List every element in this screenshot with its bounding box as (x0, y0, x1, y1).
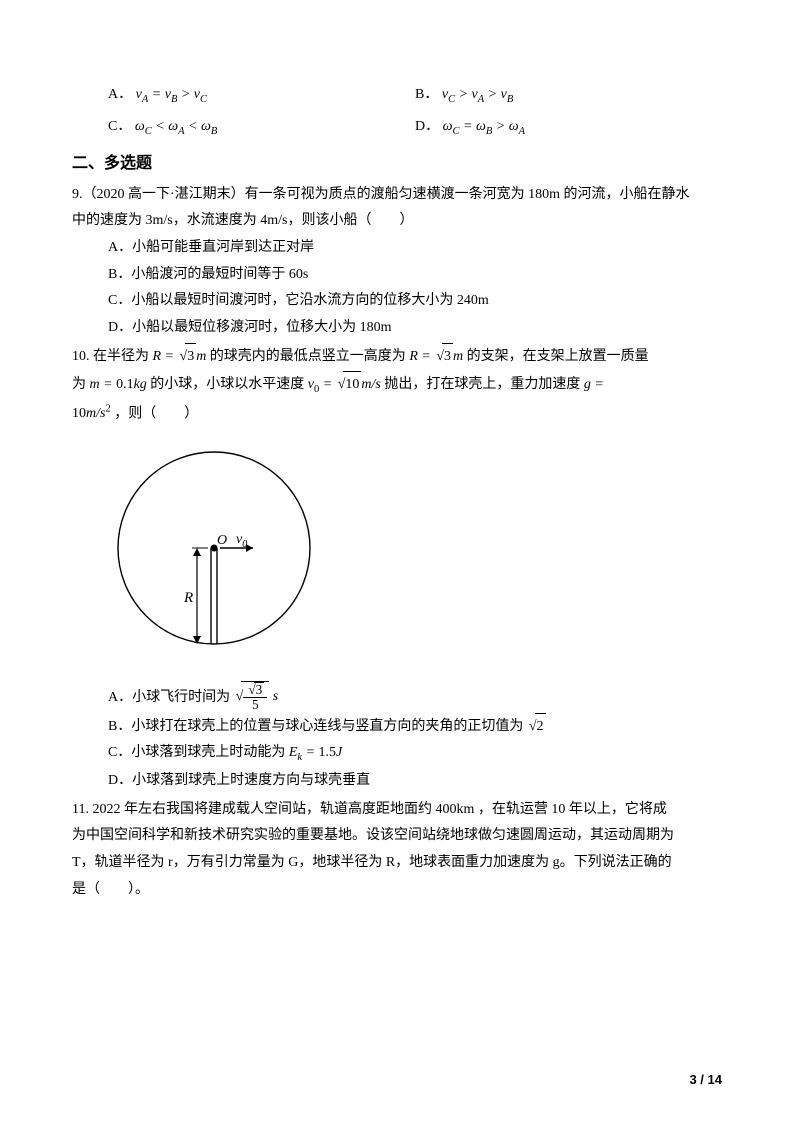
q10-v0-expr: v0 = 10m/s (308, 377, 381, 392)
label-v0: v0 (236, 532, 247, 550)
q11-l4: 是（ ）。 (72, 877, 722, 904)
q8-d-label: D． (415, 119, 439, 134)
q8-options-row-1: A． vA = vB > vC B． vC > vA > vB (108, 80, 722, 112)
q10-c-math: Ek = 1.5J (289, 745, 342, 760)
q8-options-row-2: C． ωC < ωA < ωB D． ωC = ωB > ωA (108, 112, 722, 144)
q10-g-val: 10m/s2 (72, 406, 111, 421)
q10-option-d: D．小球落到球壳上时速度方向与球壳垂直 (108, 768, 722, 795)
q10-a-math: 35 s (234, 689, 279, 704)
q10-line1: 10. 在半径为 R = 3m 的球壳内的最低点竖立一高度为 R = 3m 的支… (72, 343, 722, 371)
q10-c-pre: C．小球落到球壳上时动能为 (108, 745, 289, 760)
q10-line3: 10m/s2 ，则（ ） (72, 400, 722, 428)
q11-l3: T，轨道半径为 r，万有引力常量为 G，地球半径为 R，地球表面重力加速度为 g… (72, 850, 722, 877)
page-total: 14 (708, 1072, 722, 1087)
q8-c-math: ωC < ωA < ωB (135, 119, 217, 134)
q10-l2b: 的小球，小球以水平速度 (150, 377, 308, 392)
q10-b-math: 2 (527, 719, 546, 734)
q10-figure: O v0 R (108, 444, 722, 665)
q10-R-expr-2: R = 3m (409, 349, 463, 364)
q8-option-a: A． vA = vB > vC (108, 82, 415, 110)
q11-l2: 为中国空间科学和新技术研究实验的重要基地。设该空间站绕地球做匀速圆周运动，其运动… (72, 823, 722, 850)
q8-a-math: vA = vB > vC (136, 87, 207, 102)
page: A． vA = vB > vC B． vC > vA > vB C． ωC < … (0, 0, 794, 1123)
q10-l1a: 10. 在半径为 (72, 349, 153, 364)
q10-l1b: 的球壳内的最低点竖立一高度为 (210, 349, 410, 364)
q11-l1: 11. 2022 年左右我国将建成载人空间站，轨道高度距地面约 400km ，在… (72, 797, 722, 824)
R-dim-arrow-top (193, 548, 201, 556)
q8-d-math: ωC = ωB > ωA (443, 119, 525, 134)
q10-g-expr: g = (584, 377, 604, 392)
page-footer: 3 / 14 (689, 1068, 722, 1093)
q10-l2a: 为 (72, 377, 90, 392)
q9-option-d: D．小船以最短位移渡河时，位移大小为 180m (108, 315, 722, 342)
q9-option-b: B．小船渡河的最短时间等于 60s (108, 262, 722, 289)
q10-m-expr: m = 0.1kg (90, 377, 147, 392)
q10-option-b: B．小球打在球壳上的位置与球心连线与竖直方向的夹角的正切值为 2 (108, 713, 722, 741)
section-2-heading: 二、多选题 (72, 149, 722, 179)
q9-option-c: C．小船以最短时间渡河时，它沿水流方向的位移大小为 240m (108, 288, 722, 315)
q10-a-pre: A．小球飞行时间为 (108, 689, 234, 704)
q10: 10. 在半径为 R = 3m 的球壳内的最低点竖立一高度为 R = 3m 的支… (72, 343, 722, 794)
q10-l3a: ，则（ ） (114, 406, 198, 421)
q8-option-d: D． ωC = ωB > ωA (415, 114, 722, 142)
q11-l1-text: 11. 2022 年左右我国将建成载人空间站，轨道高度距地面约 400km ，在… (72, 802, 667, 817)
q10-l2c: 抛出，打在球壳上，重力加速度 (384, 377, 584, 392)
q10-option-a: A．小球飞行时间为 35 s (108, 681, 722, 713)
q8-option-b: B． vC > vA > vB (415, 82, 722, 110)
q9-option-a: A．小船可能垂直河岸到达正对岸 (108, 235, 722, 262)
q10-R-expr: R = 3m (153, 349, 207, 364)
q10-option-c: C．小球落到球壳上时动能为 Ek = 1.5J (108, 740, 722, 768)
q10-b-text: B．小球打在球壳上的位置与球心连线与竖直方向的夹角的正切值为 (108, 719, 527, 734)
page-current: 3 (689, 1072, 696, 1087)
q8-option-c: C． ωC < ωA < ωB (108, 114, 415, 142)
q10-svg: O v0 R (108, 444, 328, 654)
q9-stem-line1: 9.（2020 高一下·湛江期末）有一条可视为质点的渡船匀速横渡一条河宽为 18… (72, 182, 722, 209)
q10-l1c: 的支架，在支架上放置一质量 (467, 349, 649, 364)
label-R: R (183, 590, 193, 606)
q8-a-label: A． (108, 87, 132, 102)
q9: 9.（2020 高一下·湛江期末）有一条可视为质点的渡船匀速横渡一条河宽为 18… (72, 182, 722, 342)
q10-line2: 为 m = 0.1kg 的小球，小球以水平速度 v0 = 10m/s 抛出，打在… (72, 371, 722, 400)
q8-c-label: C． (108, 119, 131, 134)
page-sep: / (697, 1072, 708, 1087)
q9-stem-line2: 中的速度为 3m/s，水流速度为 4m/s，则该小船（ ） (72, 208, 722, 235)
label-O: O (217, 533, 227, 548)
q8-b-math: vC > vA > vB (442, 87, 513, 102)
q8-b-label: B． (415, 87, 438, 102)
q11: 11. 2022 年左右我国将建成载人空间站，轨道高度距地面约 400km ，在… (72, 797, 722, 903)
